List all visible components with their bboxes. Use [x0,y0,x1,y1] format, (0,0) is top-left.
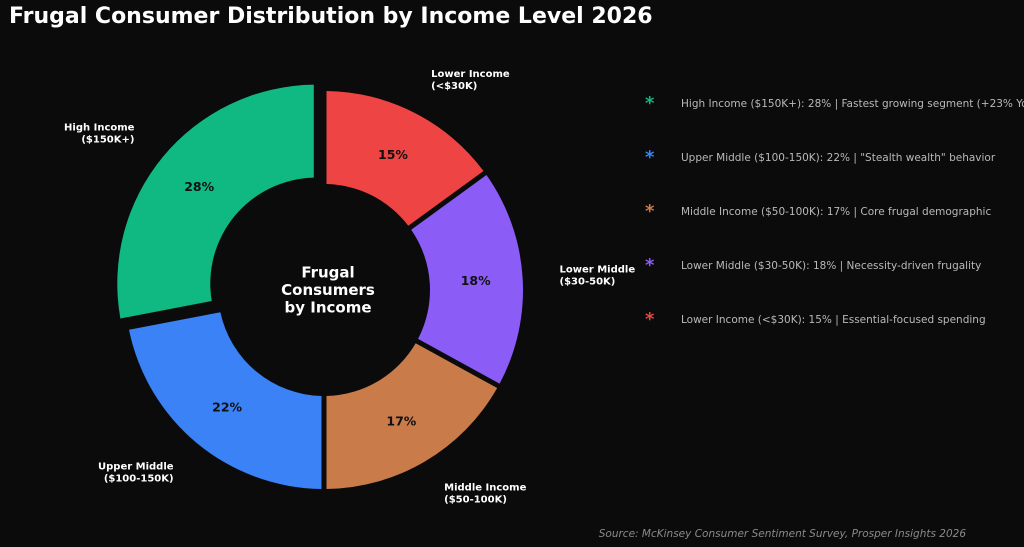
slice-category-label: High Income ($150K+) [64,123,135,146]
donut-chart: 15%18%17%22%28% Lower Income (<$30K)Lower… [64,69,635,505]
slice-value-label: 15% [378,147,408,162]
legend-item-middle-income: * Middle Income ($50-100K): 17% | Core f… [645,202,1015,256]
donut-slice-lower-middle [411,175,523,384]
slice-value-labels: 15% 18% 17% 22% 28% [184,147,491,428]
donut-slice-upper-middle [129,312,322,489]
legend-text: Lower Income (<$30K): 15% | Essential-fo… [681,314,986,326]
slice-value-label: 18% [461,273,491,288]
source-note: Source: McKinsey Consumer Sentiment Surv… [598,528,966,540]
legend-item-lower-middle: * Lower Middle ($30-50K): 18% | Necessit… [645,256,1015,310]
legend-marker-icon: * [645,309,655,330]
legend-text: Middle Income ($50-100K): 17% | Core fru… [681,206,992,218]
legend-marker-icon: * [645,255,655,276]
slice-category-label: Middle Income ($50-100K) [444,483,526,506]
donut-center-label: Frugal Consumers by Income [281,264,375,317]
slice-value-label: 17% [386,413,416,428]
chart-title: Frugal Consumer Distribution by Income L… [9,4,653,29]
donut-slice-high-income [117,84,314,319]
legend-text: Upper Middle ($100-150K): 22% | "Stealth… [681,152,996,164]
slice-value-label: 22% [212,400,242,415]
legend-item-upper-middle: * Upper Middle ($100-150K): 22% | "Steal… [645,148,1015,202]
legend-marker-icon: * [645,201,655,222]
slice-value-label: 28% [184,179,214,194]
donut-slice-lower-income [326,91,484,226]
legend-item-lower-income: * Lower Income (<$30K): 15% | Essential-… [645,310,1015,364]
legend-text: Lower Middle ($30-50K): 18% | Necessity-… [681,260,982,272]
legend-item-high-income: * High Income ($150K+): 28% | Fastest gr… [645,93,1024,148]
slice-category-label: Lower Middle ($30-50K) [560,265,636,288]
slice-category-labels: Lower Income (<$30K) Lower Middle ($30-50K)… [64,69,635,505]
legend-marker-icon: * [645,93,655,114]
slice-category-label: Lower Income (<$30K) [431,69,510,92]
donut-slices [117,84,523,489]
legend-marker-icon: * [645,147,655,168]
legend: * High Income ($150K+): 28% | Fastest gr… [645,93,1024,364]
legend-text: High Income ($150K+): 28% | Fastest grow… [681,98,1024,110]
slice-category-label: Upper Middle ($100-150K) [98,461,174,484]
donut-slice-middle-income [326,343,498,489]
